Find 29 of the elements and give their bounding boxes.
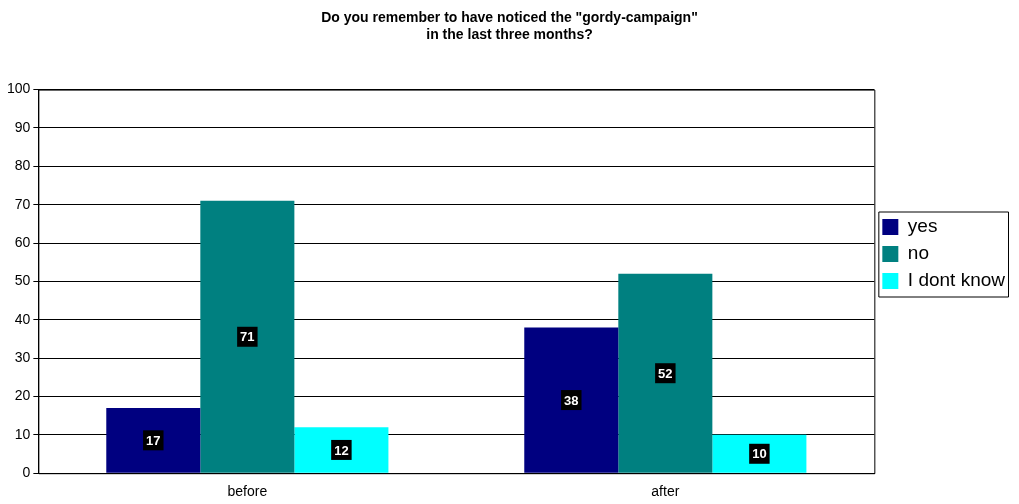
y-tick-label: 40	[14, 310, 31, 327]
legend-label: I dont know	[907, 269, 1006, 291]
y-tick-label: 70	[14, 195, 31, 212]
data-label: 10	[752, 446, 767, 462]
y-tick-label: 0	[22, 464, 31, 481]
y-tick-label: 30	[14, 348, 31, 365]
y-tick-label: 80	[14, 157, 31, 174]
y-tick-label: 100	[7, 80, 31, 97]
legend-label: yes	[907, 215, 938, 237]
y-tick-label: 50	[14, 272, 31, 289]
data-label: 12	[334, 442, 349, 458]
y-tick-label: 10	[14, 425, 31, 442]
bar	[106, 407, 201, 473]
data-label: 71	[240, 329, 255, 345]
bar	[618, 273, 713, 473]
y-tick-label: 60	[14, 233, 31, 250]
x-tick-label: before	[227, 483, 268, 500]
data-label: 17	[146, 432, 161, 448]
y-tick-label: 90	[14, 118, 31, 135]
bar	[294, 427, 389, 473]
data-label: 38	[564, 392, 579, 408]
data-label: 52	[658, 365, 673, 381]
y-tick-label: 20	[14, 387, 31, 404]
bar	[524, 327, 619, 473]
legend-label: no	[907, 242, 929, 264]
x-tick-label: after	[651, 483, 680, 500]
chart-title: Do you remember to have noticed the "gordy-campaign" in the last three months?	[321, 9, 698, 43]
bar	[712, 434, 807, 473]
bar	[200, 200, 295, 473]
